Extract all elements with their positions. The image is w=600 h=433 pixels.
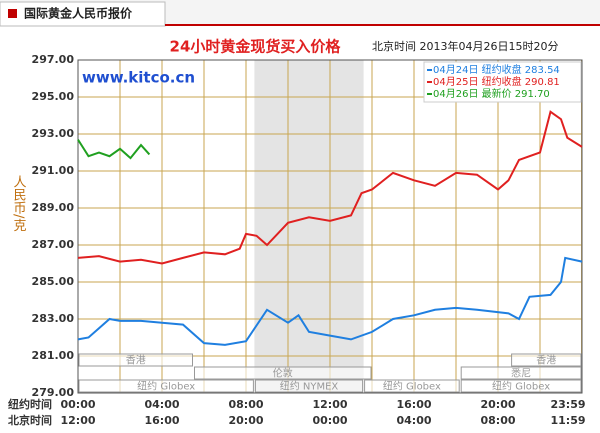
y-tick-label: 279.00 <box>32 386 75 399</box>
header-tab <box>0 1 166 27</box>
x2-tick-label: 11:59 <box>550 414 585 427</box>
x2-tick-label: 16:00 <box>144 414 179 427</box>
header-title: 国际黄金人民币报价 <box>24 6 133 21</box>
plot-border <box>77 59 583 394</box>
y-tick-label: 283.00 <box>32 312 75 325</box>
session-label: 香港 <box>536 355 556 367</box>
x2-tick-label: 04:00 <box>396 414 431 427</box>
session-bar <box>78 353 193 367</box>
session-label: 香港 <box>126 355 146 367</box>
session-bar <box>78 379 254 393</box>
session-label: 纽约 Globex <box>383 380 441 393</box>
y-tick-label: 297.00 <box>32 53 75 66</box>
x2-tick-label: 20:00 <box>228 414 263 427</box>
series-line <box>77 110 583 265</box>
session-label: 纽约 Globex <box>137 380 195 393</box>
x2-axis-label: 北京时间 <box>8 413 52 427</box>
x-tick-label: 23:59 <box>550 398 585 411</box>
session-bar <box>511 353 582 367</box>
x2-tick-label: 00:00 <box>312 414 347 427</box>
legend-box <box>423 61 582 103</box>
chart-title: 24小时黄金现货买入价格 <box>170 38 342 56</box>
x2-tick-label: 08:00 <box>480 414 515 427</box>
shaded-region <box>254 60 364 393</box>
session-bar <box>364 379 460 393</box>
chart-subtitle: 北京时间 2013年04月26日15时20分 <box>372 39 558 53</box>
y-tick-label: 289.00 <box>32 201 75 214</box>
session-bar <box>460 379 582 393</box>
legend-label: 04月25日 纽约收盘 290.81 <box>433 75 560 88</box>
x-tick-label: 16:00 <box>396 398 431 411</box>
y-tick-label: 285.00 <box>32 275 75 288</box>
y-tick-label: 281.00 <box>32 349 75 362</box>
x-tick-label: 12:00 <box>312 398 347 411</box>
y-tick-label: 287.00 <box>32 238 75 251</box>
x-tick-label: 08:00 <box>228 398 263 411</box>
session-label: 伦敦 <box>273 367 293 380</box>
series-line <box>77 256 583 346</box>
legend-label: 04月24日 纽约收盘 283.54 <box>433 63 560 76</box>
x-tick-label: 00:00 <box>60 398 95 411</box>
y-tick-label: 293.00 <box>32 127 75 140</box>
session-label: 纽约 NYMEX <box>280 380 339 393</box>
watermark: www.kitco.cn <box>82 69 195 87</box>
x-tick-label: 04:00 <box>144 398 179 411</box>
session-label: 纽约 Globex <box>492 380 550 393</box>
session-bar <box>194 366 372 380</box>
x-axis-label: 纽约时间 <box>8 397 52 411</box>
header-icon <box>8 9 17 18</box>
x-tick-label: 20:00 <box>480 398 515 411</box>
series-line <box>77 139 151 160</box>
session-label: 悉尼 <box>511 368 531 380</box>
y-tick-label: 291.00 <box>32 164 75 177</box>
y-axis-label: 人民币/克 <box>11 175 27 233</box>
session-bar <box>460 366 582 380</box>
legend-label: 04月26日 最新价 291.70 <box>433 87 550 100</box>
x2-tick-label: 12:00 <box>60 414 95 427</box>
session-bar <box>254 379 364 393</box>
y-tick-label: 295.00 <box>32 90 75 103</box>
